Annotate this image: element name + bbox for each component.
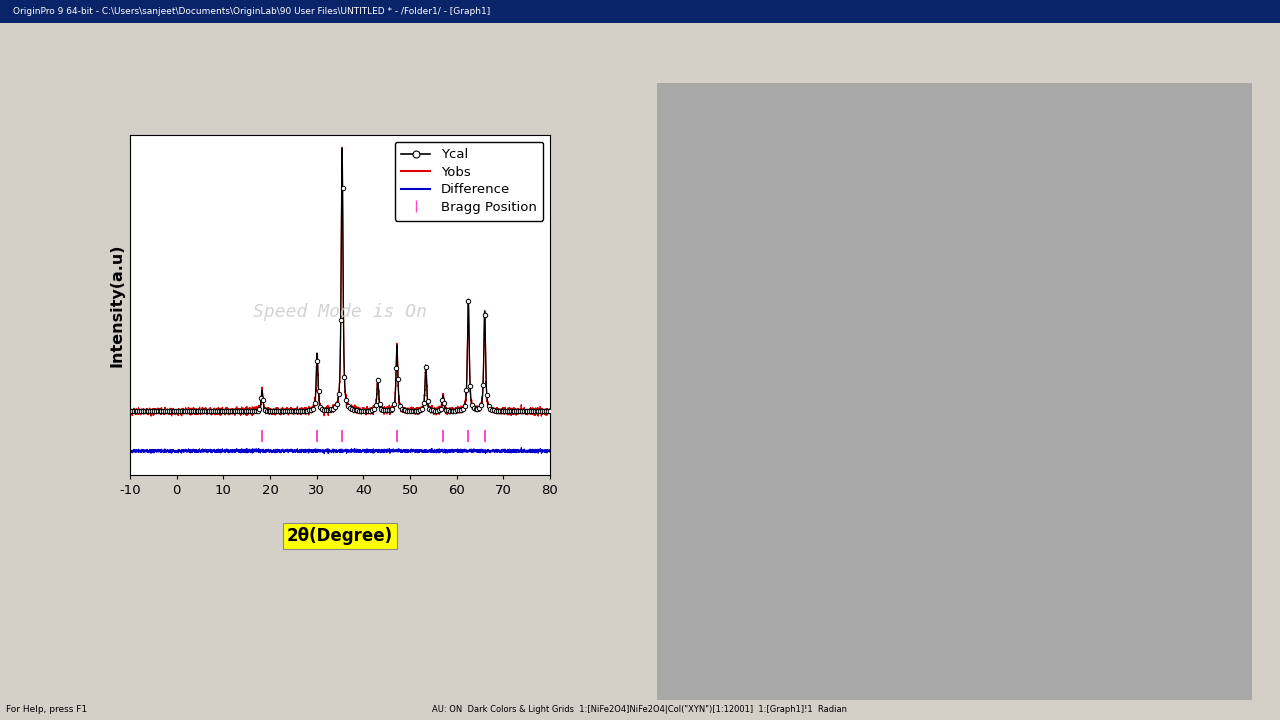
Text: 2θ(Degree): 2θ(Degree) <box>287 527 393 545</box>
Text: For Help, press F1: For Help, press F1 <box>6 706 87 714</box>
Text: AU: ON  Dark Colors & Light Grids  1:[NiFe2O4]NiFe2O4|Col("XYN")[1:12001]  1:[Gr: AU: ON Dark Colors & Light Grids 1:[NiFe… <box>433 706 847 714</box>
Text: Speed Mode is On: Speed Mode is On <box>253 303 428 321</box>
Y-axis label: Intensity(a.u): Intensity(a.u) <box>110 243 124 366</box>
Legend: Ycal, Yobs, Difference, Bragg Position: Ycal, Yobs, Difference, Bragg Position <box>394 142 544 220</box>
Text: OriginPro 9 64-bit - C:\Users\sanjeet\Documents\OriginLab\90 User Files\UNTITLED: OriginPro 9 64-bit - C:\Users\sanjeet\Do… <box>13 7 490 16</box>
